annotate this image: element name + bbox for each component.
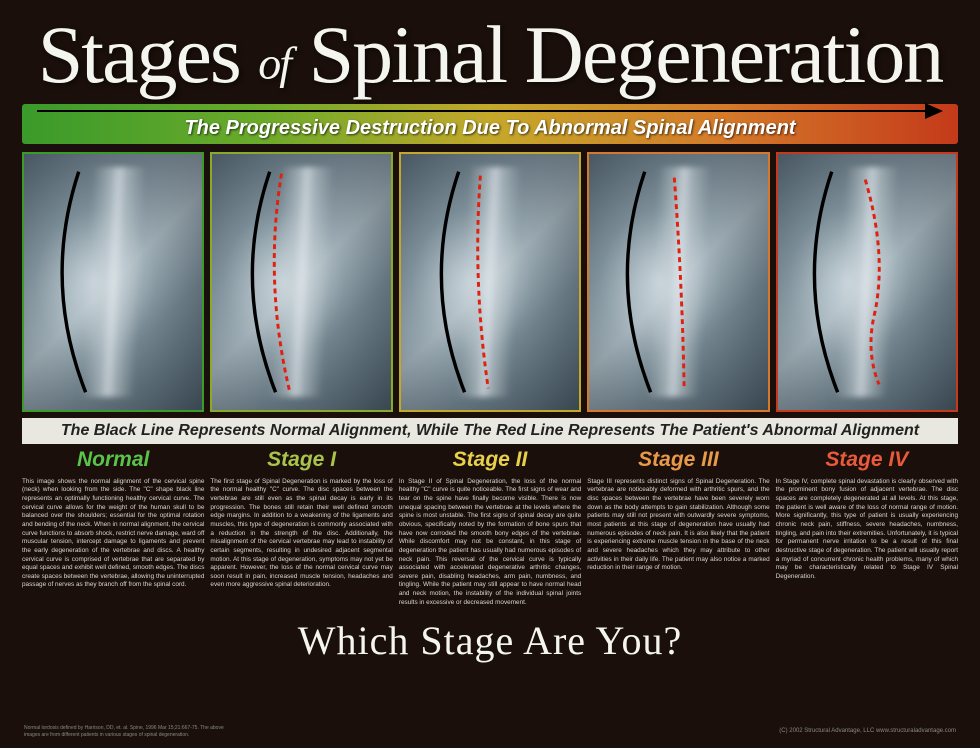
xray-image — [587, 152, 769, 412]
title-part1: Stages — [38, 9, 240, 100]
stage-label: Normal — [22, 448, 204, 472]
stage-description: This image shows the normal alignment of… — [22, 478, 204, 608]
alignment-curves — [212, 154, 390, 410]
stage-panel — [587, 152, 769, 412]
footnote-citation: Normal lordosis defined by Harrison, DD,… — [24, 725, 224, 738]
stage-description: In Stage II of Spinal Degeneration, the … — [399, 478, 581, 608]
title-of: of — [258, 37, 290, 88]
stage-labels-row: NormalStage I Stage IIStage III Stage IV — [22, 448, 958, 472]
stage-description: Stage III represents distinct signs of S… — [587, 478, 769, 608]
subtitle: The Progressive Destruction Due To Abnor… — [184, 117, 795, 140]
abnormal-alignment-curve — [478, 175, 489, 388]
stage-description: In Stage IV, complete spinal devastation… — [776, 478, 958, 608]
main-title: Stages of Spinal Degeneration — [0, 0, 980, 92]
stage-label: Stage IV — [776, 448, 958, 472]
stage-label: Stage II — [399, 448, 581, 472]
normal-alignment-curve — [628, 172, 651, 393]
abnormal-alignment-curve — [275, 173, 290, 390]
alignment-curves — [24, 154, 202, 410]
normal-alignment-curve — [814, 172, 837, 393]
progression-gradient-bar: The Progressive Destruction Due To Abnor… — [22, 104, 958, 144]
normal-alignment-curve — [62, 172, 86, 393]
alignment-curves — [778, 154, 956, 410]
stage-descriptions-row: This image shows the normal alignment of… — [22, 478, 958, 608]
xray-image — [210, 152, 392, 412]
progression-arrow-head-icon — [925, 103, 943, 119]
stage-panel — [210, 152, 392, 412]
stage-panel — [22, 152, 204, 412]
xray-image — [22, 152, 204, 412]
progression-arrow-line — [37, 110, 933, 112]
alignment-curves — [401, 154, 579, 410]
stage-label: Stage I — [210, 448, 392, 472]
alignment-curves — [589, 154, 767, 410]
stage-panel — [399, 152, 581, 412]
legend-bar: The Black Line Represents Normal Alignme… — [22, 418, 958, 444]
abnormal-alignment-curve — [865, 179, 879, 384]
normal-alignment-curve — [253, 172, 276, 393]
title-part2: Spinal Degeneration — [309, 9, 943, 100]
xray-image — [776, 152, 958, 412]
stage-description: The first stage of Spinal Degeneration i… — [210, 478, 392, 608]
footer-question: Which Stage Are You? — [0, 617, 980, 664]
stage-label: Stage III — [587, 448, 769, 472]
xray-panels-row — [22, 152, 958, 412]
footnote-copyright: (C) 2002 Structural Advantage, LLC www.s… — [779, 728, 956, 734]
stage-panel — [776, 152, 958, 412]
abnormal-alignment-curve — [674, 177, 684, 386]
xray-image — [399, 152, 581, 412]
normal-alignment-curve — [441, 172, 464, 393]
